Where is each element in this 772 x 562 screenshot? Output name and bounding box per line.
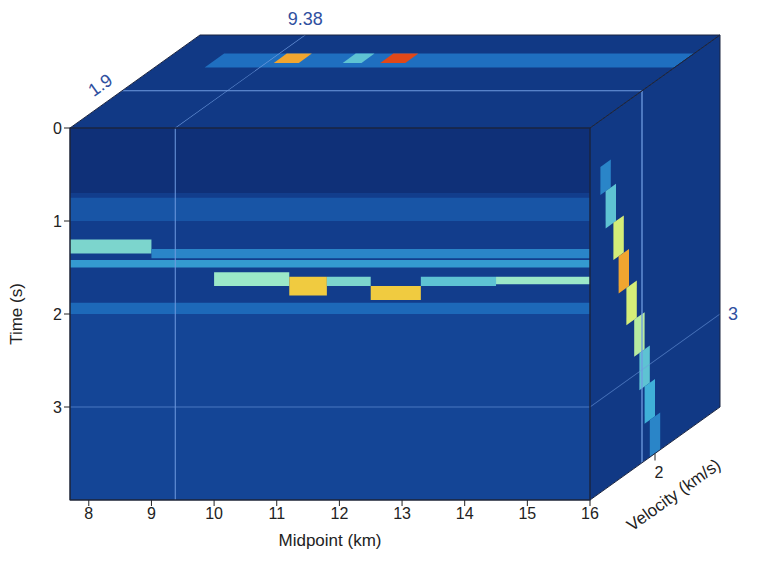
svg-text:16: 16 — [581, 505, 599, 522]
svg-text:Time (s): Time (s) — [7, 283, 26, 345]
svg-text:9.38: 9.38 — [288, 9, 323, 29]
svg-text:9: 9 — [147, 505, 156, 522]
svg-text:14: 14 — [456, 505, 474, 522]
svg-text:13: 13 — [393, 505, 411, 522]
svg-text:11: 11 — [268, 505, 285, 522]
svg-text:1.9: 1.9 — [84, 70, 116, 101]
svg-text:2: 2 — [53, 306, 62, 323]
svg-text:3: 3 — [53, 399, 62, 416]
svg-text:Midpoint (km): Midpoint (km) — [279, 531, 382, 550]
svg-text:Velocity (km/s): Velocity (km/s) — [623, 455, 724, 535]
svg-text:0: 0 — [53, 120, 62, 137]
svg-text:1: 1 — [53, 213, 62, 230]
svg-text:12: 12 — [330, 505, 348, 522]
svg-text:2: 2 — [655, 464, 664, 481]
svg-text:10: 10 — [205, 505, 223, 522]
svg-text:3: 3 — [728, 304, 738, 324]
svg-text:8: 8 — [84, 505, 93, 522]
svg-text:15: 15 — [518, 505, 536, 522]
